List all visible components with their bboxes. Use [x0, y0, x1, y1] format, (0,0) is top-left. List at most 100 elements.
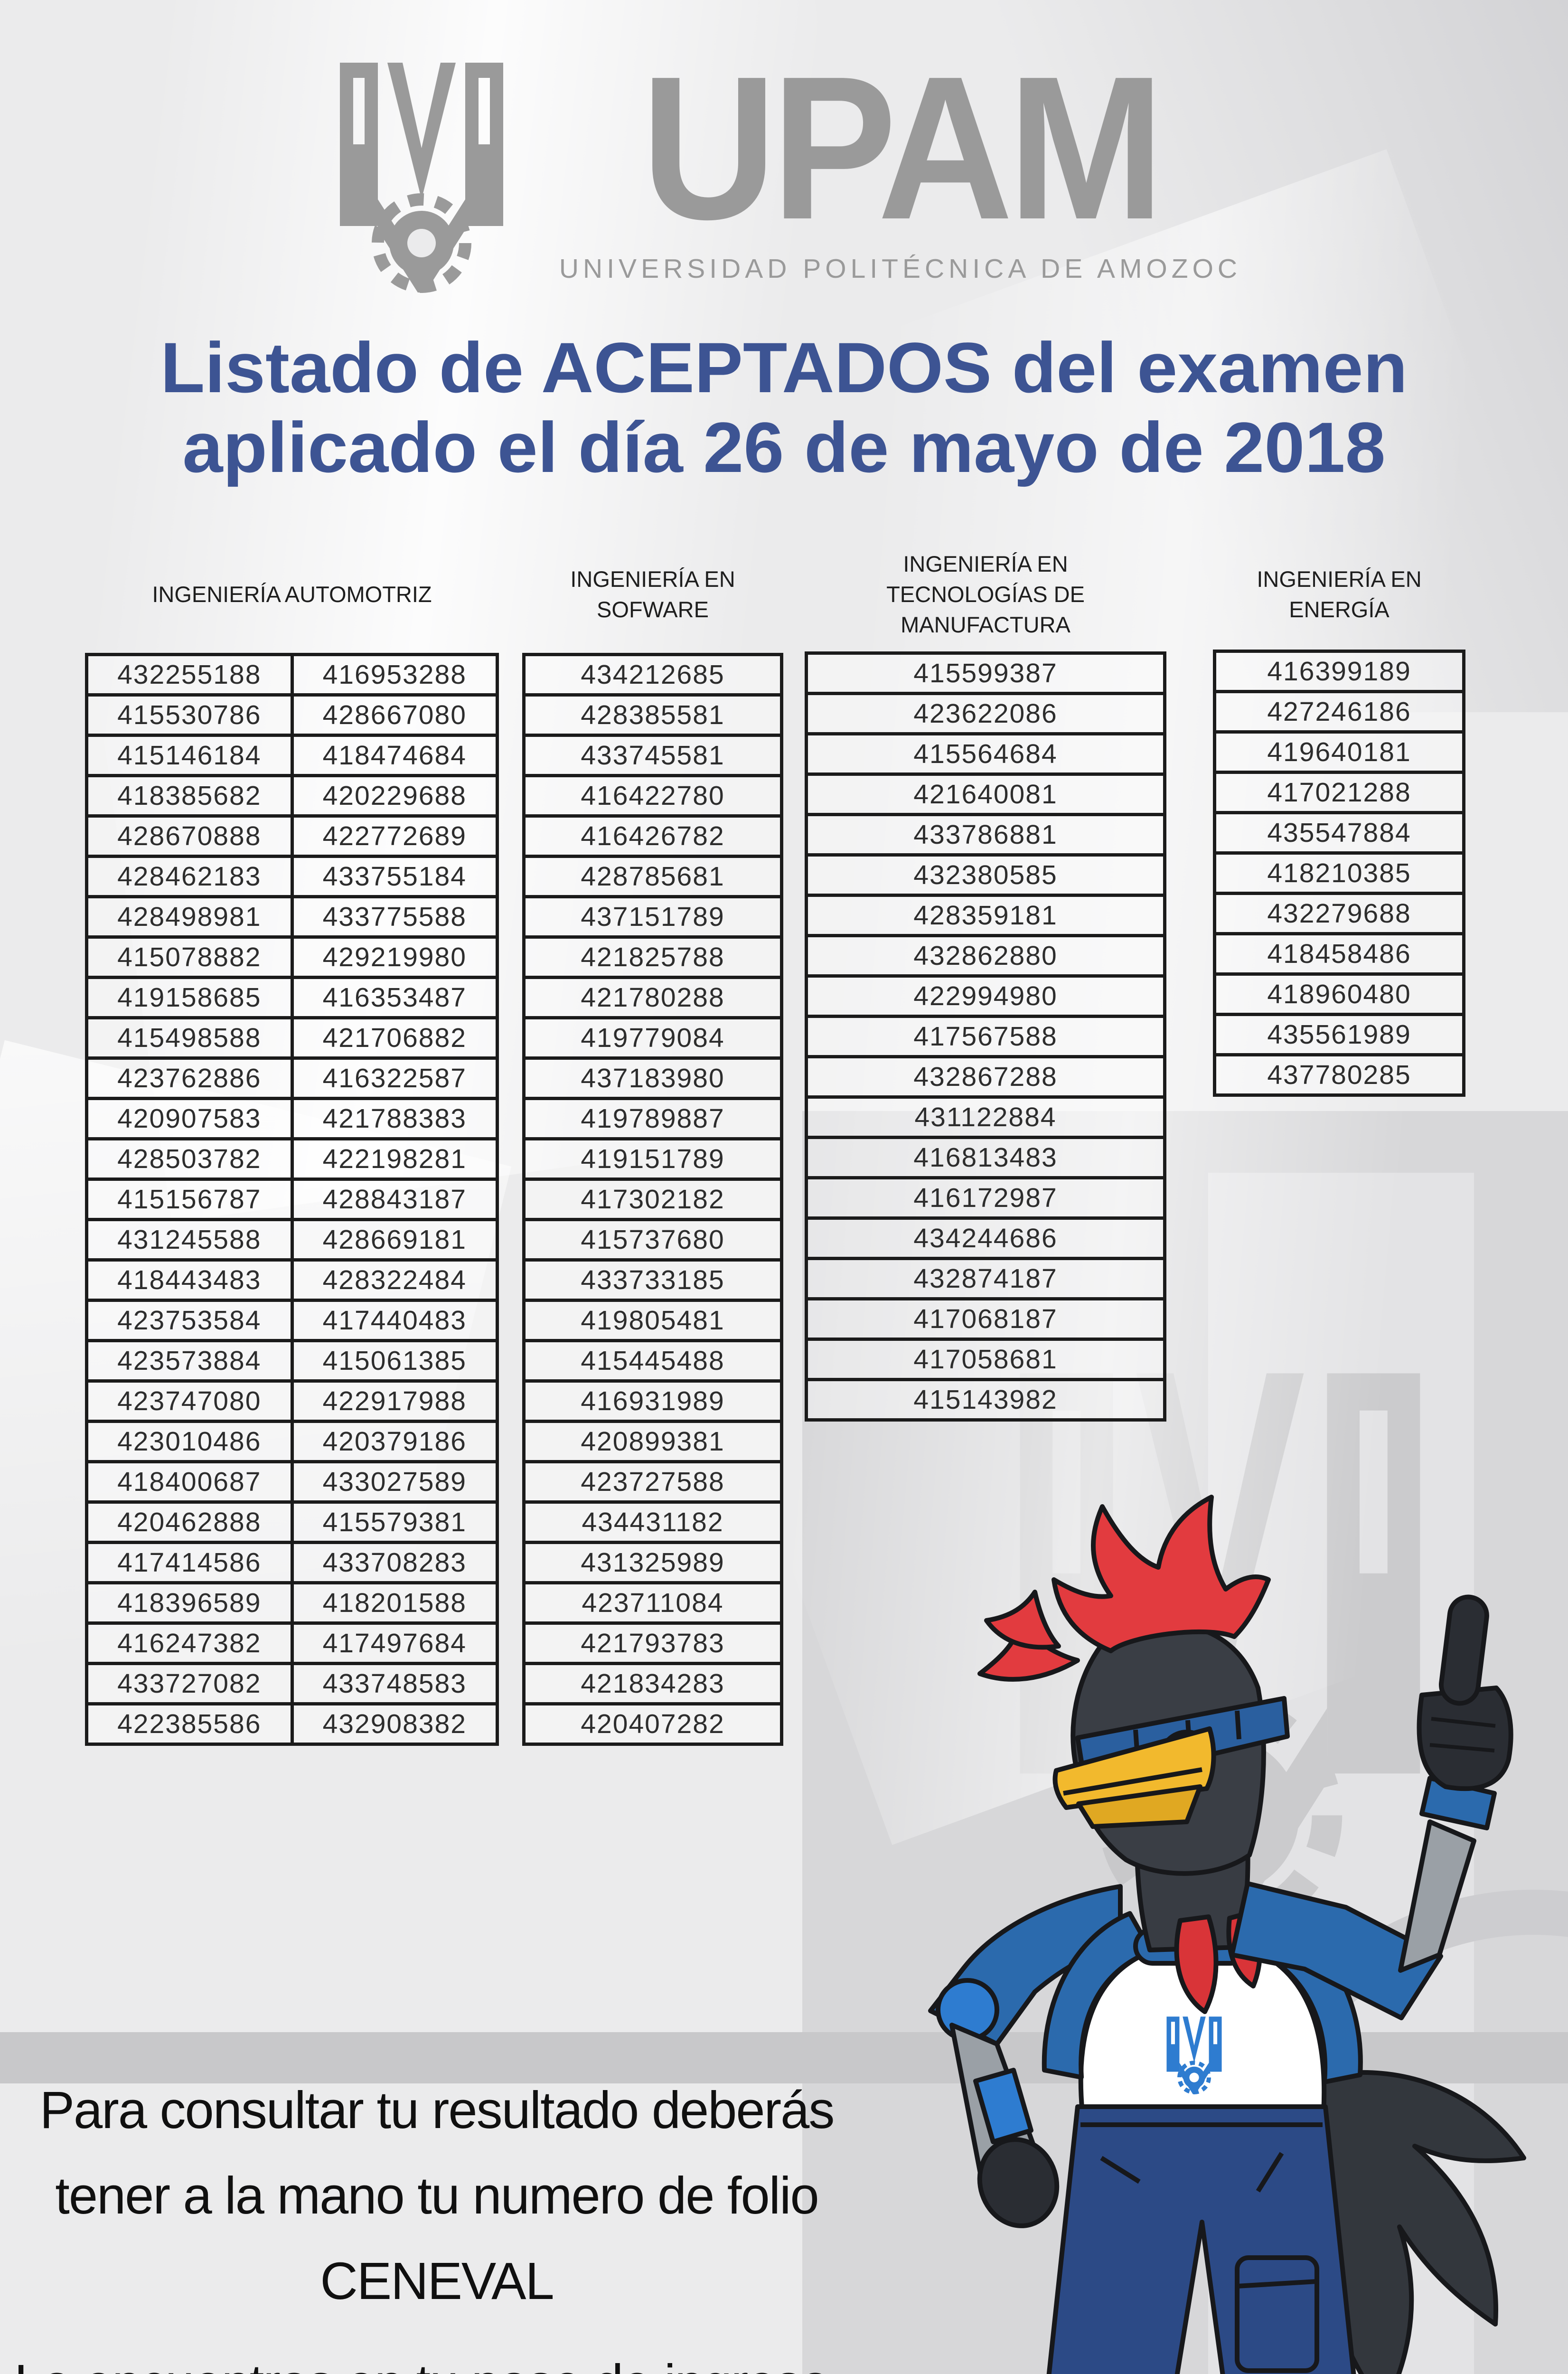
folio-row: 415564684	[805, 732, 1166, 776]
folio-cell: 423010486	[85, 1420, 294, 1463]
folio-cell: 418385682	[85, 774, 294, 818]
rooster-mascot-thumbs-up	[928, 1495, 1526, 2374]
folio-cell: 432380585	[805, 853, 1166, 897]
folio-row: 437151789	[522, 895, 783, 939]
folio-cell: 415061385	[290, 1339, 499, 1383]
folio-row: 431325989	[522, 1541, 783, 1584]
folio-row: 428385581	[522, 693, 783, 737]
folio-cell: 422994980	[805, 974, 1166, 1018]
folio-cell: 428785681	[522, 855, 783, 898]
folio-row: 428498981 433775588	[85, 895, 499, 939]
folio-cell: 433727082	[85, 1662, 294, 1705]
folio-cell: 421706882	[290, 1016, 499, 1060]
folio-row: 415445488	[522, 1339, 783, 1383]
folio-cell: 417414586	[85, 1541, 294, 1584]
folio-row: 419640181	[1213, 730, 1465, 774]
folio-cell: 432862880	[805, 934, 1166, 978]
folio-row: 428359181	[805, 894, 1166, 937]
folio-row: 418443483 428322484	[85, 1258, 499, 1302]
folio-cell: 416931989	[522, 1379, 783, 1423]
folio-cell: 418400687	[85, 1460, 294, 1504]
folio-cell: 433786881	[805, 813, 1166, 857]
folio-row: 437780285	[1213, 1053, 1465, 1097]
folio-cell: 433733185	[522, 1258, 783, 1302]
folio-cell: 432867288	[805, 1055, 1166, 1099]
folio-cell: 415078882	[85, 935, 294, 979]
footer-note: Lo encuentras en tu pase de ingreso.	[7, 2341, 873, 2374]
folio-cell: 428669181	[290, 1218, 499, 1262]
folio-cell: 420462888	[85, 1500, 294, 1544]
folio-cell: 415445488	[522, 1339, 783, 1383]
folio-cell: 417068187	[805, 1297, 1166, 1341]
folio-row: 423762886 416322587	[85, 1056, 499, 1100]
folio-row: 415156787 428843187	[85, 1178, 499, 1221]
folio-row: 419151789	[522, 1137, 783, 1181]
folio-row: 419805481	[522, 1299, 783, 1342]
folio-cell: 420407282	[522, 1702, 783, 1746]
folio-cell: 428462183	[85, 855, 294, 898]
folio-row: 423010486 420379186	[85, 1420, 499, 1463]
folio-cell: 429219980	[290, 935, 499, 979]
folio-row: 420907583 421788383	[85, 1097, 499, 1140]
folio-table-automotriz: 432255188 416953288 415530786 428667080 4151…	[85, 653, 499, 1746]
folio-cell: 417440483	[290, 1299, 499, 1342]
folio-row: 416813483	[805, 1136, 1166, 1179]
folio-cell: 422198281	[290, 1137, 499, 1181]
folio-cell: 421788383	[290, 1097, 499, 1140]
folio-cell: 420229688	[290, 774, 499, 818]
folio-cell: 423747080	[85, 1379, 294, 1423]
program-header-manufactura: INGENIERÍA EN TECNOLOGÍAS DE MANUFACTURA	[886, 551, 1085, 637]
folio-cell: 416247382	[85, 1621, 294, 1665]
folio-row: 415498588 421706882	[85, 1016, 499, 1060]
folio-cell: 428670888	[85, 814, 294, 858]
folio-cell: 418443483	[85, 1258, 294, 1302]
folio-row: 420407282	[522, 1702, 783, 1746]
folio-row: 417302182	[522, 1178, 783, 1221]
folio-row: 435547884	[1213, 811, 1465, 855]
folio-row: 416931989	[522, 1379, 783, 1423]
folio-row: 418385682 420229688	[85, 774, 499, 818]
folio-row: 417021288	[1213, 771, 1465, 814]
folio-row: 418960480	[1213, 972, 1465, 1016]
folio-row: 434244686	[805, 1216, 1166, 1260]
folio-cell: 419151789	[522, 1137, 783, 1181]
folio-row: 417414586 433708283	[85, 1541, 499, 1584]
folio-cell: 433748583	[290, 1662, 499, 1705]
folio-cell: 428322484	[290, 1258, 499, 1302]
folio-cell: 427246186	[1213, 690, 1465, 734]
folio-row: 421825788	[522, 935, 783, 979]
folio-cell: 423727588	[522, 1460, 783, 1504]
folio-cell: 423573884	[85, 1339, 294, 1383]
folio-table-software: 434212685 428385581 433745581 416422780 4164…	[522, 653, 783, 1746]
folio-cell: 419779084	[522, 1016, 783, 1060]
folio-row: 421793783	[522, 1621, 783, 1665]
folio-cell: 416353487	[290, 976, 499, 1019]
folio-row: 428670888 422772689	[85, 814, 499, 858]
folio-row: 416399189	[1213, 650, 1465, 693]
folio-cell: 437780285	[1213, 1053, 1465, 1097]
folio-cell: 418960480	[1213, 972, 1465, 1016]
folio-row: 416247382 417497684	[85, 1621, 499, 1665]
folio-row: 417058681	[805, 1338, 1166, 1381]
folio-row: 434212685	[522, 653, 783, 697]
folio-row: 418400687 433027589	[85, 1460, 499, 1504]
folio-cell: 417021288	[1213, 771, 1465, 814]
folio-cell: 417302182	[522, 1178, 783, 1221]
folio-row: 423727588	[522, 1460, 783, 1504]
folio-row: 415143982	[805, 1378, 1166, 1422]
folio-row: 433733185	[522, 1258, 783, 1302]
folio-cell: 423753584	[85, 1299, 294, 1342]
logo-wordmark-block: UPAM UNIVERSIDAD POLITÉCNICA DE AMOZOC	[559, 46, 1241, 284]
folio-row: 434431182	[522, 1500, 783, 1544]
folio-row: 432874187	[805, 1257, 1166, 1300]
folio-cell: 416426782	[522, 814, 783, 858]
folio-cell: 417497684	[290, 1621, 499, 1665]
folio-row: 427246186	[1213, 690, 1465, 734]
folio-cell: 415737680	[522, 1218, 783, 1262]
folio-cell: 437183980	[522, 1056, 783, 1100]
folio-cell: 417567588	[805, 1015, 1166, 1058]
mascot-left-arm	[928, 1884, 1123, 2228]
mascot-head	[1052, 1621, 1290, 1876]
folio-cell: 423711084	[522, 1581, 783, 1625]
folio-row: 432867288	[805, 1055, 1166, 1099]
